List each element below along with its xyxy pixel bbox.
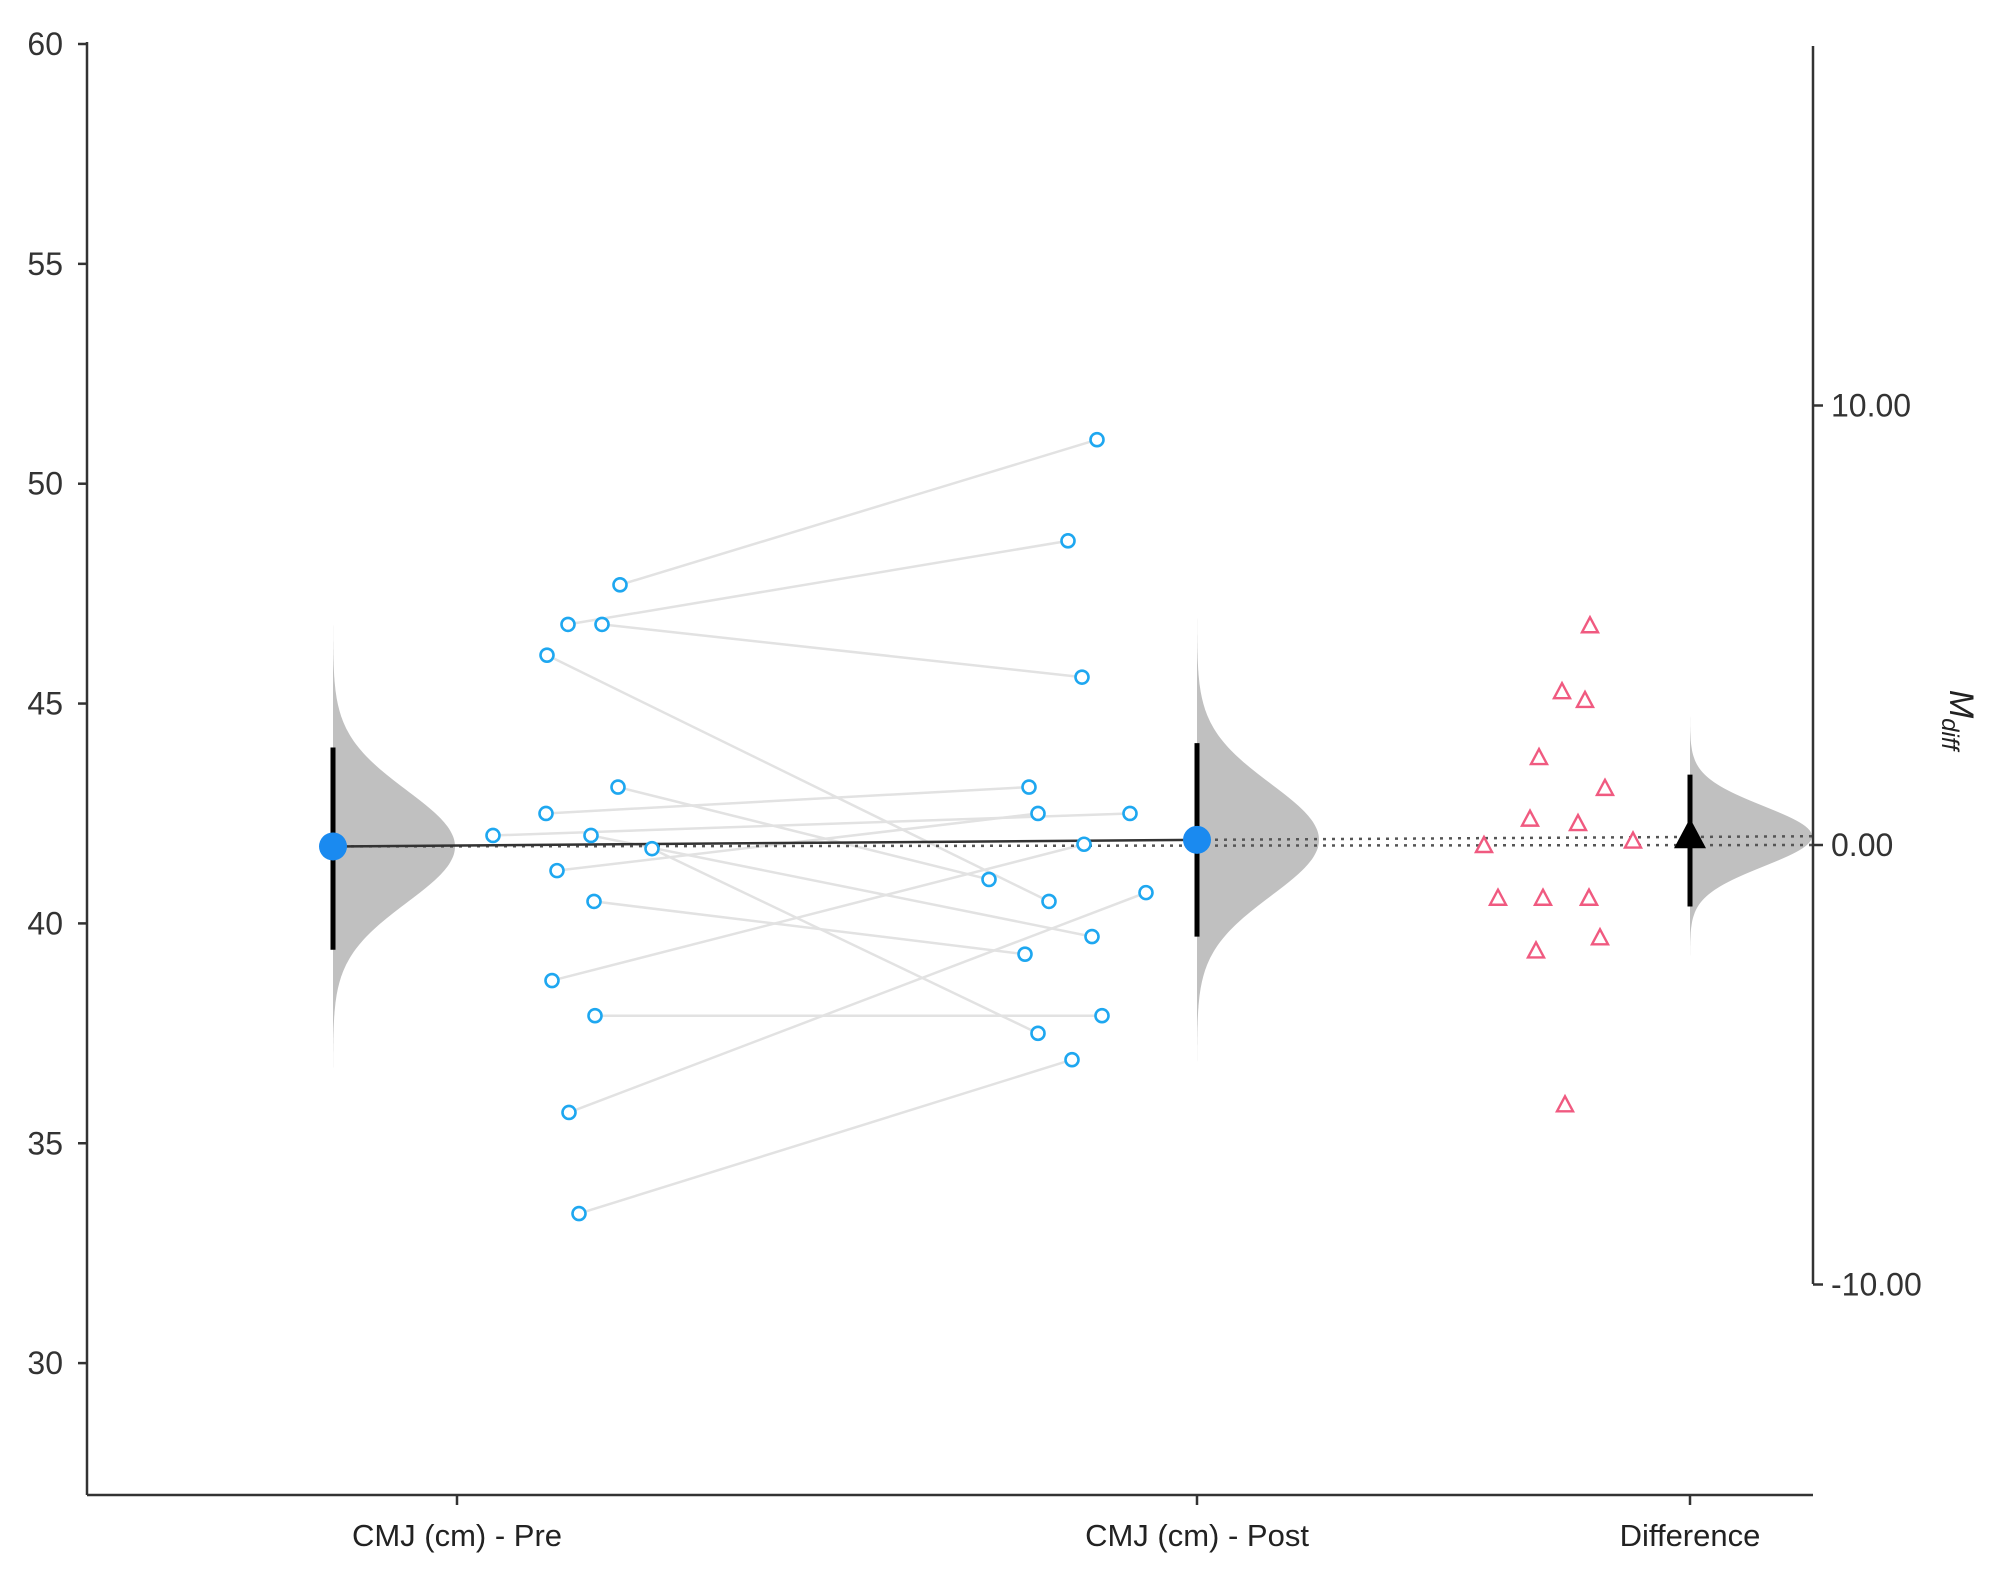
difference-data-point xyxy=(1529,746,1549,766)
mean-difference-reference-line xyxy=(1196,834,1814,842)
x-category-label: CMJ (cm) - Post xyxy=(1085,1518,1309,1553)
pre-data-point xyxy=(560,616,576,633)
pair-line xyxy=(545,785,1030,815)
post-data-point xyxy=(1076,836,1092,853)
difference-mean-marker xyxy=(1674,818,1706,849)
difference-data-point xyxy=(1595,777,1615,797)
pair-line xyxy=(590,834,1093,938)
post-data-point xyxy=(1089,431,1105,448)
pre-mean-marker xyxy=(319,832,347,861)
post-data-point xyxy=(1064,1051,1080,1068)
pre-data-point xyxy=(571,1205,587,1222)
difference-data-point xyxy=(1533,887,1553,906)
pair-line xyxy=(619,438,1098,587)
pre-data-point xyxy=(612,577,628,593)
post-data-point xyxy=(1060,533,1076,549)
right-y-tick-label: -10.00 xyxy=(1831,1267,1922,1303)
mean-connector-line xyxy=(332,838,1198,848)
post-data-point xyxy=(1041,893,1057,910)
pre-data-point xyxy=(539,647,555,663)
difference-data-point xyxy=(1526,939,1546,959)
pre-data-point xyxy=(586,893,602,910)
post-data-point xyxy=(981,871,997,888)
zero-reference-line xyxy=(332,843,1814,848)
pair-line xyxy=(617,785,990,881)
pair-line xyxy=(578,1058,1073,1215)
right-axis-title: Mdiff xyxy=(1936,690,1980,753)
difference-data-point xyxy=(1579,887,1599,906)
post-data-point xyxy=(1122,805,1138,822)
x-category-label: CMJ (cm) - Pre xyxy=(352,1518,562,1553)
pair-line xyxy=(567,539,1069,626)
difference-data-point xyxy=(1623,830,1643,849)
pair-line xyxy=(593,900,1026,956)
difference-data-point xyxy=(1590,926,1610,946)
pre-data-point xyxy=(544,972,560,989)
difference-data-point xyxy=(1575,689,1595,709)
difference-density xyxy=(1690,696,1812,977)
pre-data-point xyxy=(583,827,599,844)
reference-lines-layer xyxy=(332,834,1814,848)
left-y-tick-label: 55 xyxy=(27,246,63,282)
left-y-tick-label: 50 xyxy=(27,466,63,502)
post-data-point xyxy=(1030,1025,1046,1042)
x-category-label: Difference xyxy=(1620,1518,1761,1553)
pre-data-point xyxy=(538,805,554,822)
pair-line xyxy=(651,847,1039,1035)
post-data-point xyxy=(1021,779,1037,795)
pair-line xyxy=(568,891,1147,1114)
difference-data-point xyxy=(1488,887,1508,906)
pair-line xyxy=(601,623,1083,679)
pair-line xyxy=(492,812,1131,837)
paired-lines-layer xyxy=(492,438,1147,1215)
pre-data-point xyxy=(644,840,660,857)
pre-data-point xyxy=(610,779,626,795)
left-y-tick-label: 35 xyxy=(27,1125,63,1161)
pre-data-point xyxy=(587,1007,603,1024)
difference-data-point xyxy=(1568,812,1588,832)
difference-data-point xyxy=(1580,614,1600,634)
pre-data-point xyxy=(549,862,565,879)
axes-layer: 30 35 40 45 50 55 60 CMJ (cm) - Pre CMJ (cm) - P… xyxy=(27,26,1921,1553)
post-data-point xyxy=(1074,669,1090,685)
left-y-tick-label: 60 xyxy=(27,26,63,62)
post-data-point xyxy=(1084,928,1100,945)
post-density xyxy=(1197,609,1319,1070)
post-mean-marker xyxy=(1183,825,1211,854)
difference-data-point xyxy=(1552,680,1572,700)
difference-data-point xyxy=(1520,808,1540,827)
density-layer xyxy=(333,609,1812,1077)
difference-data-point xyxy=(1474,834,1494,854)
left-y-tick-label: 30 xyxy=(27,1345,63,1381)
post-data-point xyxy=(1017,946,1033,962)
post-data-point xyxy=(1138,884,1154,901)
post-data-point xyxy=(1094,1007,1110,1024)
pre-data-point xyxy=(594,616,610,633)
difference-data-point xyxy=(1555,1093,1575,1113)
post-data-point xyxy=(1030,805,1046,822)
summary-layer xyxy=(319,743,1706,950)
left-y-tick-label: 45 xyxy=(27,686,63,722)
right-y-tick-label: 0.00 xyxy=(1831,827,1893,863)
points-layer xyxy=(485,431,1643,1222)
left-y-tick-label: 40 xyxy=(27,905,63,941)
pre-data-point xyxy=(561,1104,577,1121)
pair-line xyxy=(551,843,1085,982)
right-y-tick-label: 10.00 xyxy=(1831,388,1911,424)
pre-data-point xyxy=(485,827,501,844)
pair-line xyxy=(546,654,1050,903)
